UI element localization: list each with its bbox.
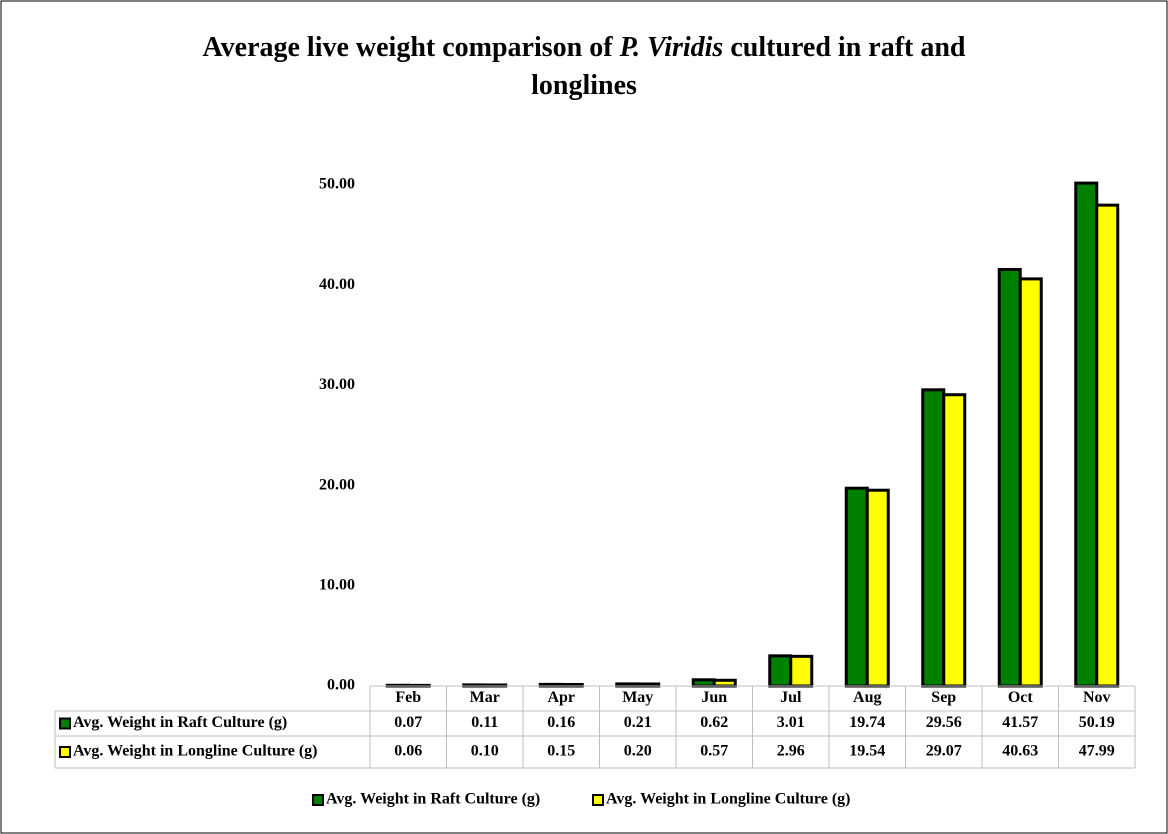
y-tick-label: 50.00	[319, 176, 355, 193]
legend-label: Avg. Weight in Longline Culture (g)	[606, 791, 850, 808]
x-tick-label: Aug	[853, 689, 881, 706]
legend-label: Avg. Weight in Raft Culture (g)	[326, 791, 540, 808]
table-cell: 41.57	[1002, 714, 1038, 731]
y-tick-label: 20.00	[319, 476, 355, 493]
x-tick-label: Mar	[470, 689, 500, 706]
x-tick-label: Jul	[780, 689, 802, 706]
table-cell: 0.16	[547, 714, 575, 731]
table-cell: 29.56	[926, 714, 962, 731]
bar	[1095, 203, 1120, 688]
bar	[1018, 277, 1043, 688]
y-tick-label: 0.00	[327, 677, 355, 694]
table-cell: 0.10	[471, 743, 499, 760]
legend-key	[59, 717, 71, 730]
table-cell: 0.20	[624, 743, 652, 760]
x-tick-label: Nov	[1083, 689, 1111, 706]
table-row-label: Avg. Weight in Raft Culture (g)	[73, 714, 287, 731]
table-cell: 0.06	[394, 743, 422, 760]
table-cell: 0.62	[700, 714, 728, 731]
y-tick-label: 10.00	[319, 576, 355, 593]
table-cell: 19.54	[849, 743, 885, 760]
table-cell: 0.57	[700, 743, 728, 760]
chart-title: Average live weight comparison of P. Vir…	[203, 32, 966, 101]
bar	[1074, 181, 1099, 688]
table-cell: 0.07	[394, 714, 422, 731]
x-tick-label: Feb	[395, 689, 421, 706]
table-row-label: Avg. Weight in Longline Culture (g)	[73, 743, 317, 760]
table-cell: 19.74	[849, 714, 885, 731]
y-tick-label: 40.00	[319, 276, 355, 293]
y-tick-label: 30.00	[319, 376, 355, 393]
x-tick-label: May	[622, 689, 653, 706]
bar	[997, 267, 1022, 688]
table-cell: 0.21	[624, 714, 652, 731]
bar	[691, 678, 716, 688]
table-cell: 47.99	[1079, 743, 1115, 760]
legend-key	[592, 794, 604, 806]
bar	[768, 654, 793, 688]
bar	[789, 654, 814, 688]
x-tick-label: Jun	[701, 689, 727, 706]
legend-key	[59, 746, 71, 758]
bar	[844, 486, 869, 688]
x-tick-label: Oct	[1008, 689, 1034, 706]
bar	[921, 388, 946, 688]
table-cell: 0.11	[471, 714, 498, 731]
table-cell: 40.63	[1002, 743, 1038, 760]
table-cell: 3.01	[777, 714, 805, 731]
table-cell: 0.15	[547, 743, 575, 760]
bar	[712, 678, 737, 688]
table-cell: 2.96	[777, 743, 805, 760]
table-cell: 29.07	[926, 743, 962, 760]
legend-key	[312, 794, 324, 806]
table-cell: 50.19	[1079, 714, 1115, 731]
x-tick-label: Apr	[547, 689, 575, 706]
bar	[942, 393, 967, 688]
x-tick-label: Sep	[931, 689, 956, 706]
bar	[865, 488, 890, 688]
